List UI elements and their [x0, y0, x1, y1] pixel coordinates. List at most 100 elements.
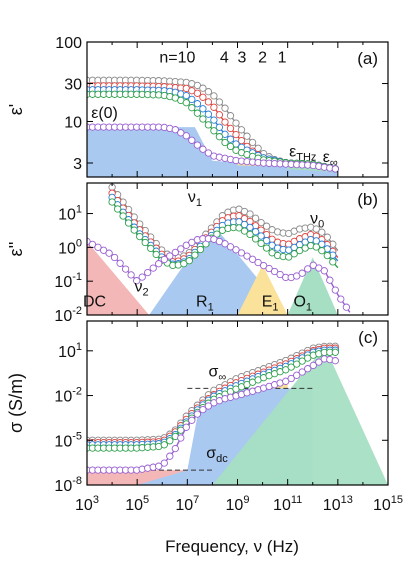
- data-point: [188, 104, 196, 112]
- y-tick-label: 101: [58, 341, 82, 361]
- y-tick-label: 10-8: [54, 475, 82, 495]
- data-point: [315, 358, 323, 366]
- data-point: [99, 246, 108, 254]
- x-tick-label: 1011: [273, 494, 302, 514]
- annotation: ν1: [188, 189, 202, 209]
- data-point: [182, 423, 190, 431]
- x-tick-label: 103: [75, 494, 99, 514]
- data-point: [124, 219, 133, 227]
- data-point: [329, 258, 337, 266]
- x-tick-label: 1013: [323, 494, 353, 514]
- data-point: [259, 261, 268, 270]
- data-point: [331, 286, 339, 294]
- data-point: [116, 259, 124, 267]
- data-point: [141, 238, 149, 247]
- data-point: [138, 273, 146, 281]
- data-point: [152, 250, 160, 259]
- data-point: [232, 119, 240, 127]
- panel-label: (c): [358, 328, 378, 347]
- data-point: [105, 249, 113, 257]
- annotation: ν2: [135, 278, 149, 298]
- data-point: [309, 361, 317, 370]
- data-point: [221, 104, 229, 112]
- region-o1: [287, 257, 338, 315]
- data-point: [304, 354, 312, 362]
- annotation: n=10: [159, 50, 195, 67]
- x-axis-label: Frequency, ν (Hz): [165, 537, 299, 556]
- data-point: [177, 426, 185, 434]
- data-point: [121, 265, 130, 273]
- data-point: [254, 258, 262, 267]
- data-point: [177, 245, 185, 253]
- data-point: [119, 212, 127, 220]
- region-dc: [87, 241, 150, 315]
- data-point: [147, 244, 155, 253]
- data-point: [166, 252, 174, 260]
- data-point: [191, 251, 199, 259]
- data-point: [215, 133, 224, 141]
- region-r1: [87, 127, 338, 177]
- data-point: [188, 416, 196, 424]
- data-point: [155, 462, 163, 470]
- y-axis-label: ε': [6, 104, 26, 115]
- y-tick-label: 30: [64, 77, 82, 94]
- series-group: [87, 76, 339, 173]
- data-point: [204, 98, 213, 106]
- data-point: [226, 124, 235, 133]
- data-point: [237, 126, 246, 134]
- x-axis-tick-labels: 103 105 107 109 1011 1013 1015: [75, 494, 403, 514]
- data-point: [171, 248, 179, 257]
- annotation: 2: [258, 50, 267, 67]
- data-point: [193, 109, 202, 117]
- data-point: [160, 441, 168, 449]
- data-point: [318, 247, 326, 255]
- data-point: [331, 357, 339, 365]
- data-point: [199, 93, 207, 101]
- data-point: [285, 253, 293, 261]
- data-point: [127, 271, 135, 279]
- data-point: [323, 251, 331, 260]
- annotation: ε(0): [91, 105, 118, 122]
- reference-label: σ∞: [208, 363, 226, 383]
- data-point: [318, 228, 326, 236]
- data-point: [130, 226, 138, 234]
- data-point: [199, 405, 207, 414]
- data-point: [196, 245, 205, 254]
- data-point: [182, 132, 190, 140]
- annotation: 3: [237, 50, 246, 67]
- data-point: [171, 444, 179, 453]
- data-point: [248, 255, 257, 263]
- data-point: [171, 126, 179, 134]
- annotation: 1: [278, 50, 287, 67]
- y-axis-label: ε'': [6, 242, 26, 257]
- x-tick-label: 109: [226, 494, 250, 514]
- data-point: [312, 243, 320, 251]
- data-point: [155, 260, 163, 268]
- data-point: [193, 89, 202, 97]
- panel-label: (a): [357, 49, 378, 68]
- data-point: [133, 277, 141, 285]
- data-point: [136, 232, 144, 241]
- data-point: [257, 218, 265, 227]
- data-point: [287, 374, 295, 383]
- data-point: [94, 243, 102, 251]
- data-point: [304, 365, 312, 373]
- y-tick-label: 10-2: [54, 305, 82, 325]
- y-tick-label: 3: [73, 156, 82, 173]
- data-point: [221, 138, 229, 147]
- y-tick-label: 10-5: [54, 430, 82, 450]
- data-point: [331, 165, 339, 173]
- data-point: [199, 84, 207, 92]
- data-point: [188, 95, 196, 104]
- data-point: [298, 368, 306, 376]
- data-point: [177, 434, 185, 442]
- data-point: [246, 230, 254, 239]
- data-point: [270, 267, 279, 276]
- data-point: [326, 276, 334, 284]
- data-point: [221, 118, 229, 126]
- data-point: [180, 260, 188, 268]
- y-tick-label: 100: [58, 237, 82, 257]
